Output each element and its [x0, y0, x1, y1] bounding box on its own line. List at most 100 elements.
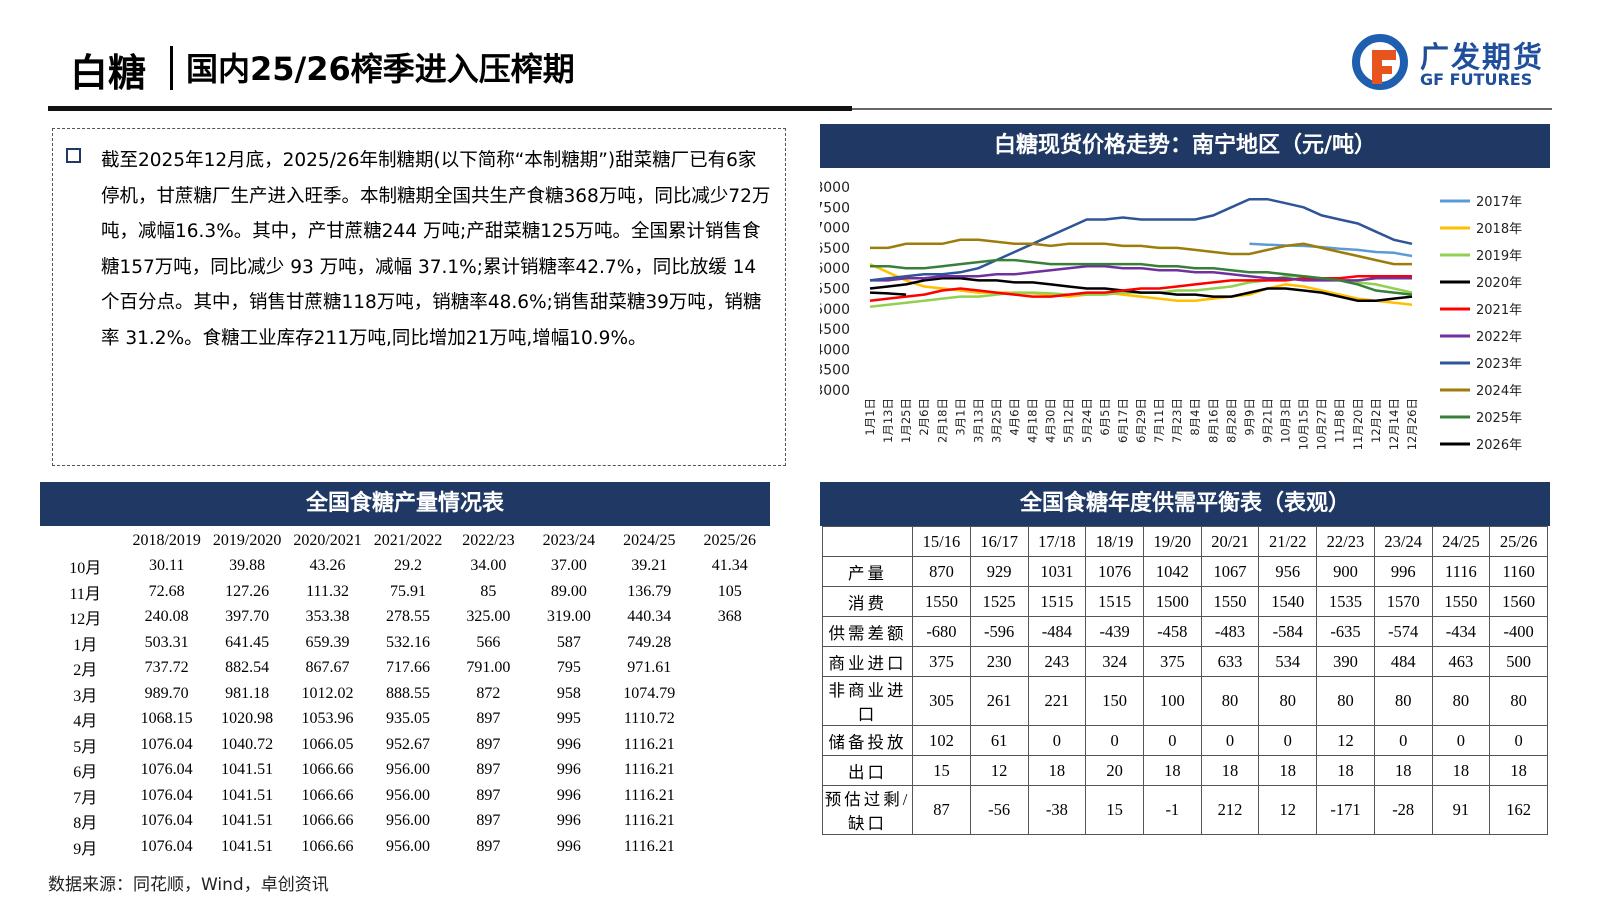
row: 出口 15 12 18 20 18 18 18 18 18 18 18 — [821, 755, 1548, 786]
cell: 1041.51 — [221, 761, 274, 779]
cell: 996 — [556, 735, 581, 753]
cell: 882.54 — [225, 659, 270, 677]
x-tick-label: 7月23日 — [1170, 398, 1184, 443]
row: 非商业进口 305 261 221 150 100 80 80 80 80 80 80 — [821, 676, 1548, 726]
x-tick-label: 11月8日 — [1333, 398, 1347, 443]
cell: 30.11 — [148, 557, 185, 575]
cell: 1020.98 — [221, 710, 274, 728]
x-tick-label: 4月18日 — [1026, 398, 1040, 443]
cell: 1500 — [1142, 586, 1202, 617]
cell: -483 — [1200, 616, 1260, 647]
cell: -458 — [1142, 616, 1202, 647]
cell: 888.55 — [385, 684, 430, 702]
summary-text: 截至2025年12月底，2025/26年制糖期(以下简称“本制糖期”)甜菜糖厂已… — [101, 150, 771, 349]
cell: 1068.15 — [140, 710, 193, 728]
cell: 1067 — [1200, 556, 1260, 587]
cell: -171 — [1316, 785, 1375, 835]
cell: -680 — [912, 616, 971, 647]
cell: 1066.66 — [301, 837, 354, 855]
cell: 39.88 — [229, 557, 266, 575]
cell: 15 — [912, 755, 971, 786]
cell: 956 — [1258, 556, 1318, 587]
x-tick-label: 3月13日 — [971, 398, 985, 443]
cell: 996 — [556, 812, 581, 830]
cell: 1042 — [1142, 556, 1202, 587]
cell: 996 — [556, 761, 581, 779]
row: 10月 30.11 39.88 43.26 29.2 34.00 37.00 39.21 41.… — [44, 554, 770, 580]
y-tick-label: 6500 — [820, 241, 850, 257]
cell: 100 — [1142, 676, 1202, 726]
legend-label: 2023年 — [1476, 357, 1522, 372]
cell: 80 — [1200, 676, 1260, 726]
x-tick-label: 5月24日 — [1080, 398, 1094, 443]
cell: 995 — [556, 710, 581, 728]
cell: 929 — [969, 556, 1029, 587]
cell: 1116 — [1431, 556, 1491, 587]
row-label: 9月 — [73, 840, 98, 858]
row-label: 4月 — [73, 713, 98, 731]
cell: 897 — [476, 761, 501, 779]
cell: 39.21 — [631, 557, 668, 575]
cell: 717.66 — [385, 659, 430, 677]
cell: 368 — [717, 608, 742, 626]
x-tick-label: 5月12日 — [1062, 398, 1076, 443]
cell: 80 — [1316, 676, 1375, 726]
legend-label: 2018年 — [1476, 222, 1522, 237]
y-tick-label: 6000 — [820, 261, 850, 277]
cell: 162 — [1489, 785, 1548, 835]
cell: 75.91 — [389, 582, 426, 600]
cell: 136.79 — [627, 582, 672, 600]
cell: 0 — [1373, 725, 1433, 756]
header-subtitle: 国内25/26榨季进入压榨期 — [186, 50, 575, 88]
cell: 15 — [1085, 785, 1144, 835]
blank-cell — [690, 758, 770, 784]
cell: 111.32 — [306, 582, 349, 600]
cell: 80 — [1489, 676, 1548, 726]
cell: 80 — [1373, 676, 1433, 726]
row: 7月 1076.04 1041.51 1066.66 956.00 897 996 1116.… — [44, 783, 770, 809]
x-tick-label: 4月30日 — [1044, 398, 1058, 443]
row: 消费 1550 1525 1515 1515 1500 1550 1540 1535 1570 15… — [821, 586, 1548, 617]
column-header: 22/23 — [1316, 526, 1375, 557]
x-tick-label: 10月15日 — [1297, 398, 1311, 450]
balance-table: 15/16 16/17 17/18 18/19 19/20 20/21 21/22 22/23… — [821, 526, 1548, 835]
cell: 1041.51 — [221, 837, 274, 855]
row: 供需差额 -680 -596 -484 -439 -458 -483 -584 -635 -574… — [821, 616, 1548, 647]
cell: 18 — [1489, 755, 1548, 786]
bullet — [66, 148, 81, 163]
row-label: 10月 — [69, 560, 102, 578]
cell: 1076.04 — [140, 761, 193, 779]
blank-cell — [690, 783, 770, 809]
cell: 1031 — [1027, 556, 1087, 587]
blank-cell — [690, 681, 770, 707]
row: 9月 1076.04 1041.51 1066.66 956.00 897 996 1116.… — [44, 834, 770, 860]
cell: 80 — [1258, 676, 1318, 726]
x-tick-label: 11月20日 — [1351, 398, 1365, 450]
cell: 737.72 — [144, 659, 189, 677]
column-header: 25/26 — [1489, 526, 1548, 557]
blank-cell — [690, 707, 770, 733]
cell: 795 — [556, 659, 581, 677]
cell: 37.00 — [550, 557, 587, 575]
cell: 72.68 — [148, 582, 185, 600]
cell: 43.26 — [309, 557, 346, 575]
x-tick-label: 10月27日 — [1315, 398, 1329, 450]
cell: 324 — [1085, 646, 1144, 677]
cell: 89.00 — [550, 582, 587, 600]
series-line — [870, 238, 1412, 266]
cell: 981.18 — [225, 684, 270, 702]
production-title: 全国食糖产量情况表 — [40, 482, 770, 526]
cell: 0 — [1085, 725, 1144, 756]
x-tick-label: 8月4日 — [1188, 398, 1202, 436]
cell: 18 — [1431, 755, 1491, 786]
cell: 900 — [1316, 556, 1375, 587]
row: 1月 503.31 641.45 659.39 532.16 566 587 749.28 — [44, 630, 770, 656]
y-tick-label: 5500 — [820, 282, 850, 298]
cell: 150 — [1085, 676, 1144, 726]
corner-cell — [821, 526, 914, 557]
cell: 85 — [480, 582, 497, 600]
blank-cell — [690, 656, 770, 682]
cell: -596 — [969, 616, 1029, 647]
cell: 956.00 — [385, 761, 430, 779]
